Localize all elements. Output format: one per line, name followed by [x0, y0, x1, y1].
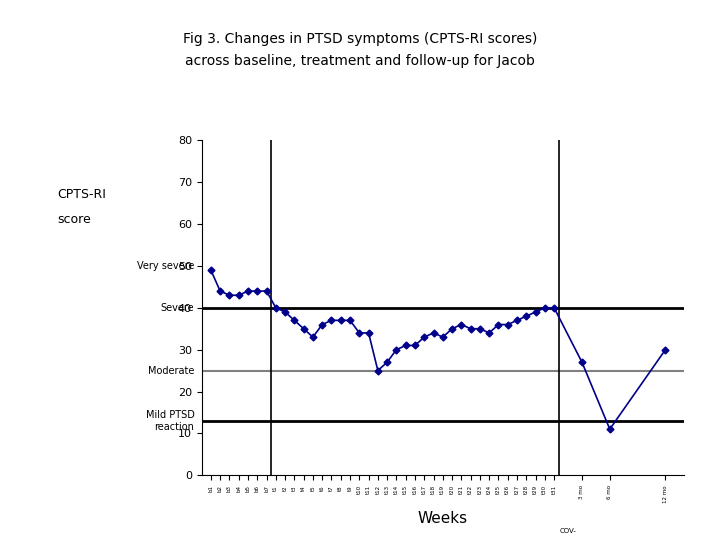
- Text: score: score: [58, 213, 91, 226]
- Text: across baseline, treatment and follow-up for Jacob: across baseline, treatment and follow-up…: [185, 54, 535, 68]
- Text: CPTS-RI: CPTS-RI: [58, 188, 107, 201]
- Text: COV-: COV-: [559, 528, 577, 534]
- Text: Severe: Severe: [161, 303, 194, 313]
- Text: Very severe: Very severe: [137, 261, 194, 271]
- Text: Moderate: Moderate: [148, 366, 194, 376]
- Text: Fig 3. Changes in PTSD symptoms (CPTS-RI scores): Fig 3. Changes in PTSD symptoms (CPTS-RI…: [183, 32, 537, 46]
- Text: Mild PTSD
reaction: Mild PTSD reaction: [145, 410, 194, 431]
- Text: Weeks: Weeks: [418, 511, 468, 526]
